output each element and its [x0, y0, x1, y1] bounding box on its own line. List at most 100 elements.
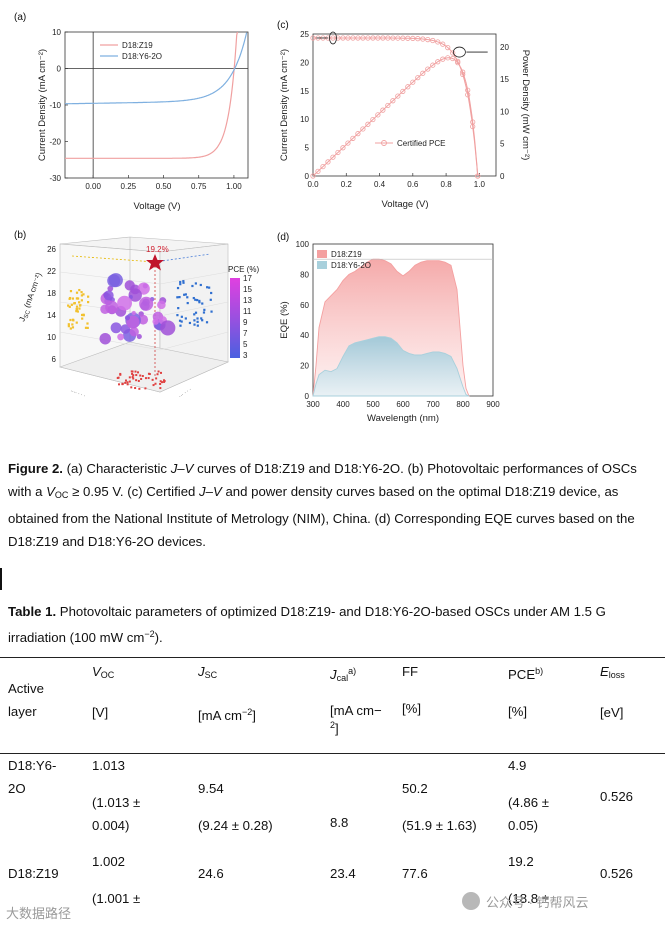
red-point — [130, 386, 133, 389]
power-marker — [410, 79, 416, 85]
sphere-point — [107, 274, 121, 288]
colorbar-tick: 13 — [243, 296, 252, 305]
y2-tick-label: 0 — [500, 172, 505, 181]
table-label: Table 1. — [8, 604, 57, 619]
jv-marker — [460, 71, 466, 78]
yellow-point — [67, 304, 70, 307]
projection-line — [154, 253, 211, 263]
power-marker — [380, 107, 386, 113]
power-marker — [470, 119, 476, 125]
x-tick-label: 800 — [456, 400, 470, 409]
legend-swatch-z19 — [317, 250, 327, 258]
colorbar-tick: 5 — [243, 340, 248, 349]
power-marker — [385, 102, 391, 109]
jv-marker — [450, 50, 456, 56]
red-point — [155, 377, 158, 380]
yellow-point — [75, 307, 78, 311]
blue-point — [201, 302, 204, 305]
yellow-point — [71, 326, 75, 329]
jv-marker — [390, 35, 396, 41]
red-point — [154, 382, 157, 385]
red-point — [163, 380, 166, 383]
power-marker — [445, 55, 451, 61]
x-tick-label: 0.0 — [307, 180, 319, 189]
x-tick-label: 500 — [366, 400, 380, 409]
power-marker — [320, 163, 326, 170]
power-marker — [325, 159, 331, 165]
red-point — [144, 387, 147, 390]
yellow-point — [68, 305, 71, 308]
red-point — [135, 374, 138, 377]
y-axis-label: EQE (%) — [279, 301, 290, 338]
row-2-ff: 77.6 — [402, 866, 428, 881]
jv-marker — [355, 35, 361, 41]
yellow-point — [71, 318, 75, 321]
jv-marker — [310, 35, 316, 41]
yellow-point — [75, 291, 79, 294]
power-marker — [345, 140, 351, 146]
yellow-point — [78, 307, 81, 310]
header-jsc: JSC [mA cm−2] — [198, 664, 256, 723]
yellow-point — [80, 313, 84, 317]
y2-tick-label: 20 — [500, 43, 509, 52]
header-jcal: Jcala) [mA cm− 2] — [330, 666, 382, 736]
y-tick-label: 0 — [57, 65, 62, 74]
row-2-jsc: 24.6 — [198, 866, 224, 881]
blue-point — [176, 314, 179, 317]
blue-point — [186, 296, 189, 299]
power-marker — [375, 112, 381, 118]
yellow-point — [78, 288, 81, 292]
x-tick-label: 0.4 — [374, 180, 386, 189]
blue-point — [180, 320, 183, 323]
yellow-point — [87, 295, 90, 298]
sphere-point — [136, 334, 142, 340]
yellow-point — [69, 318, 72, 322]
blue-point — [198, 299, 201, 303]
x-tick-label: 300 — [306, 400, 320, 409]
legend-y62o: D18:Y6-2O — [122, 52, 162, 61]
z-axis-label: JSC (mA cm⁻²) — [17, 271, 45, 323]
blue-point — [178, 319, 182, 322]
sphere-point — [105, 300, 119, 314]
red-point — [118, 383, 121, 386]
power-marker — [340, 145, 346, 151]
sphere-point — [117, 295, 133, 311]
blue-point — [210, 310, 213, 313]
blue-point — [182, 280, 185, 283]
red-point — [116, 377, 119, 380]
y-tick-label: -30 — [49, 174, 61, 183]
colorbar-tick: 7 — [243, 329, 248, 338]
blue-point — [176, 296, 179, 299]
y-tick-label: 100 — [296, 240, 310, 249]
z-tick-label: 26 — [47, 245, 56, 254]
blue-point — [199, 283, 202, 287]
sphere-point — [138, 314, 149, 325]
header-pce: PCEb) [%] — [508, 666, 544, 719]
blue-point — [191, 284, 194, 288]
blue-point — [188, 321, 192, 325]
blue-point — [196, 320, 199, 323]
legend-marker — [381, 140, 387, 146]
power-marker — [310, 173, 316, 179]
jv-marker — [365, 35, 371, 41]
red-point — [125, 379, 128, 382]
sphere-point — [124, 280, 135, 291]
sphere-point — [139, 296, 154, 311]
sphere-point — [124, 315, 130, 321]
red-point — [121, 382, 124, 385]
table-caption: Table 1. Photovoltaic parameters of opti… — [8, 604, 606, 645]
red-point — [131, 372, 134, 375]
power-curve — [312, 57, 479, 177]
blue-point — [180, 315, 183, 318]
z-tick-label: 14 — [47, 311, 56, 320]
power-marker — [425, 66, 431, 72]
header-eloss: Eloss [eV] — [600, 664, 625, 720]
red-point — [140, 377, 143, 380]
row-1-jcal: 8.8 — [330, 815, 349, 830]
z-tick-label: 18 — [47, 289, 56, 298]
jv-marker — [345, 35, 351, 41]
red-point — [132, 377, 135, 380]
x-axis-label: Voltage (V) — [134, 201, 181, 212]
colorbar-title: PCE (%) — [228, 265, 259, 274]
red-point — [126, 381, 129, 384]
